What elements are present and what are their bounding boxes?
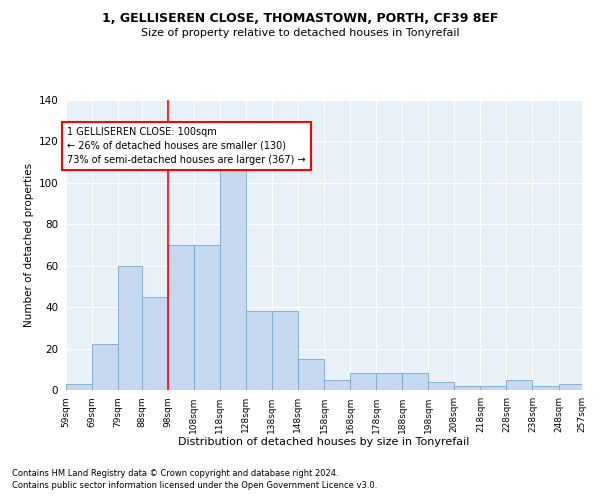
- Bar: [506, 380, 532, 390]
- Bar: [272, 312, 298, 390]
- Bar: [194, 245, 220, 390]
- Bar: [376, 374, 402, 390]
- Bar: [167, 245, 194, 390]
- Bar: [428, 382, 454, 390]
- Bar: [142, 297, 167, 390]
- Bar: [454, 386, 481, 390]
- Bar: [246, 312, 272, 390]
- Bar: [92, 344, 118, 390]
- Bar: [298, 359, 324, 390]
- Bar: [350, 374, 376, 390]
- Bar: [324, 380, 350, 390]
- Text: 1, GELLISEREN CLOSE, THOMASTOWN, PORTH, CF39 8EF: 1, GELLISEREN CLOSE, THOMASTOWN, PORTH, …: [102, 12, 498, 26]
- Bar: [118, 266, 142, 390]
- Bar: [66, 384, 92, 390]
- Bar: [559, 384, 582, 390]
- Bar: [481, 386, 506, 390]
- Text: Contains HM Land Registry data © Crown copyright and database right 2024.: Contains HM Land Registry data © Crown c…: [12, 468, 338, 477]
- Y-axis label: Number of detached properties: Number of detached properties: [25, 163, 34, 327]
- Bar: [532, 386, 559, 390]
- Bar: [220, 156, 246, 390]
- X-axis label: Distribution of detached houses by size in Tonyrefail: Distribution of detached houses by size …: [178, 437, 470, 447]
- Text: 1 GELLISEREN CLOSE: 100sqm
← 26% of detached houses are smaller (130)
73% of sem: 1 GELLISEREN CLOSE: 100sqm ← 26% of deta…: [67, 127, 306, 165]
- Bar: [402, 374, 428, 390]
- Text: Size of property relative to detached houses in Tonyrefail: Size of property relative to detached ho…: [140, 28, 460, 38]
- Text: Contains public sector information licensed under the Open Government Licence v3: Contains public sector information licen…: [12, 481, 377, 490]
